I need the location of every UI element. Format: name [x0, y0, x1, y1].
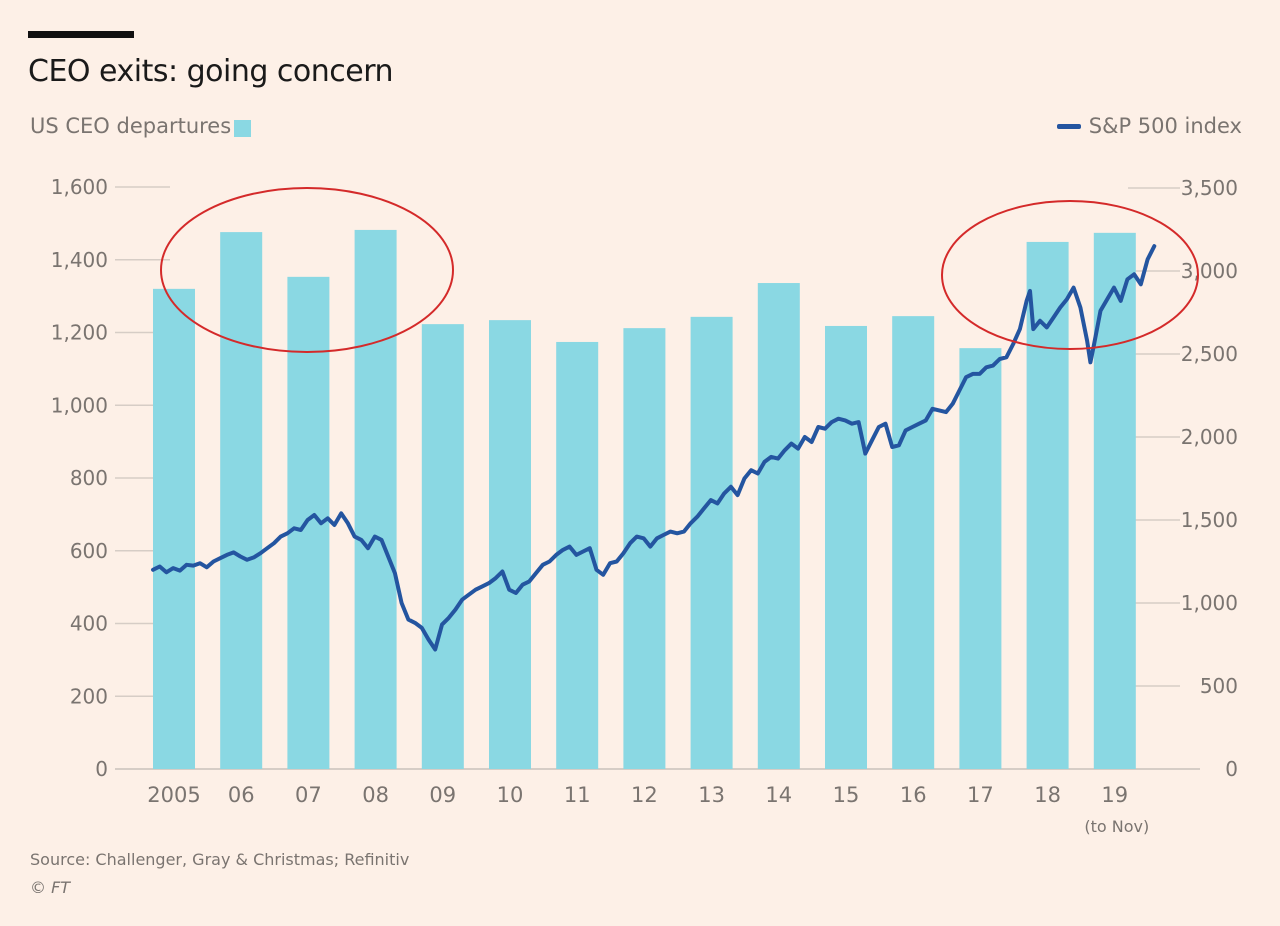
x-axis-label: 06 — [228, 783, 255, 807]
left-axis-label: 1,600 — [51, 175, 108, 199]
x-axis-sublabel: (to Nov) — [1084, 817, 1149, 836]
left-axis-label: 1,400 — [51, 248, 108, 272]
bar-13 — [690, 316, 733, 769]
legend-departures-label: US CEO departures — [30, 114, 232, 138]
right-axis-label: 3,000 — [1181, 259, 1238, 283]
left-axis-label: 600 — [70, 539, 108, 563]
left-axis-label: 0 — [95, 757, 108, 781]
bar-08 — [354, 229, 397, 770]
left-axis-label: 400 — [70, 612, 108, 636]
x-axis-label: 13 — [698, 783, 725, 807]
right-axis-label: 3,500 — [1181, 176, 1238, 200]
bar-09 — [421, 324, 464, 769]
bar-17 — [959, 348, 1002, 769]
x-axis-label: 12 — [631, 783, 658, 807]
legend-line-swatch-icon — [1056, 123, 1081, 129]
x-axis-label: 08 — [362, 783, 389, 807]
right-axis-label: 0 — [1225, 757, 1238, 781]
x-axis-label: 18 — [1034, 783, 1061, 807]
left-axis-label: 200 — [70, 684, 108, 708]
copyright-note: © FT — [30, 878, 70, 897]
annotation-ellipse-right — [941, 200, 1199, 350]
chart-title: CEO exits: going concern — [28, 54, 394, 89]
x-axis-label: 11 — [564, 783, 591, 807]
x-axis-label: 07 — [295, 783, 322, 807]
x-axis-label: 14 — [765, 783, 792, 807]
bar-16 — [892, 316, 935, 769]
bar-15 — [825, 325, 867, 769]
left-axis-label: 1,000 — [51, 393, 108, 417]
left-axis-label: 800 — [70, 466, 108, 490]
right-axis-label: 2,000 — [1181, 425, 1238, 449]
copyright-symbol: © — [30, 878, 46, 897]
right-axis-label: 500 — [1200, 674, 1238, 698]
legend-sp500: S&P 500 index — [1056, 114, 1242, 138]
legend-departures: US CEO departures — [30, 114, 252, 138]
right-axis-label: 1,500 — [1181, 508, 1238, 532]
bar-19 — [1093, 232, 1136, 769]
x-axis-label: 17 — [967, 783, 994, 807]
x-axis-label: 2005 — [147, 783, 200, 807]
bar-14 — [757, 283, 800, 769]
legend-bar-swatch-icon — [234, 119, 252, 137]
x-axis-label: 10 — [497, 783, 524, 807]
left-axis-label: 1,200 — [51, 321, 108, 345]
copyright-owner: FT — [51, 878, 71, 897]
x-axis-label: 16 — [900, 783, 927, 807]
header-rule — [28, 31, 134, 38]
bar-12 — [623, 328, 666, 769]
source-note: Source: Challenger, Gray & Christmas; Re… — [30, 850, 410, 869]
right-axis-label: 1,000 — [1181, 591, 1238, 615]
legend-sp500-label: S&P 500 index — [1088, 114, 1242, 138]
bar-06 — [220, 232, 263, 770]
sp500-line — [151, 244, 1157, 652]
bar-10 — [489, 320, 531, 769]
right-axis-label: 2,500 — [1181, 342, 1238, 366]
x-axis-label: 09 — [429, 783, 456, 807]
annotation-ellipse-left — [160, 187, 454, 353]
x-axis-label: 19 — [1101, 783, 1128, 807]
x-axis-label: 15 — [833, 783, 860, 807]
bar-2005 — [153, 288, 195, 769]
